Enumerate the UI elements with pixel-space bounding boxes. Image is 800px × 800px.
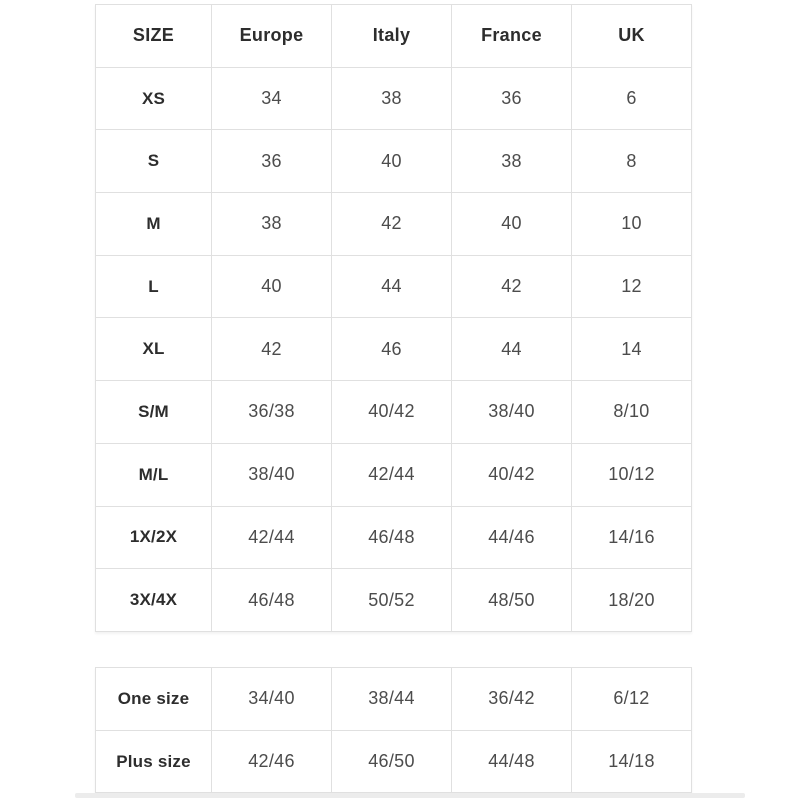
size-value: 18/20 [571,568,692,632]
one-size-plus-size-table: One size 34/40 38/44 36/42 6/12 Plus size 42/4… [95,667,692,794]
size-value: 40/42 [331,380,452,444]
column-header-europe: Europe [211,4,332,68]
size-value: 40/42 [451,442,572,507]
table-row: XL 42 46 44 14 [95,317,692,382]
size-value: 50/52 [331,568,452,632]
size-value: 14/16 [571,505,692,570]
size-value: 44 [451,317,572,382]
size-value: 38 [331,66,452,131]
size-value: 40 [451,192,572,256]
size-label: 1X/2X [95,505,212,570]
table-row: M 38 42 40 10 [95,192,692,256]
column-header-italy: Italy [331,4,452,68]
table-row: One size 34/40 38/44 36/42 6/12 [95,667,692,731]
table-row: S/M 36/38 40/42 38/40 8/10 [95,380,692,444]
header-row: SIZE Europe Italy France UK [95,4,692,68]
table-row: XS 34 38 36 6 [95,66,692,131]
size-label: M [95,192,212,256]
size-value: 8/10 [571,380,692,444]
size-value: 40 [331,129,452,194]
size-value: 36 [451,66,572,131]
size-value: 6 [571,66,692,131]
footer-divider [75,793,745,798]
table-row: M/L 38/40 42/44 40/42 10/12 [95,442,692,507]
size-value: 46/50 [331,729,452,794]
size-label: 3X/4X [95,568,212,632]
column-header-france: France [451,4,572,68]
table-row: 3X/4X 46/48 50/52 48/50 18/20 [95,568,692,632]
size-value: 38 [211,192,332,256]
size-value: 10 [571,192,692,256]
size-value: 12 [571,254,692,319]
size-value: 42/44 [211,505,332,570]
size-value: 40 [211,254,332,319]
size-value: 46/48 [211,568,332,632]
size-value: 44/46 [451,505,572,570]
size-conversion-table: SIZE Europe Italy France UK XS 34 38 36 6 S 36 40 38 8… [95,4,692,632]
size-value: 38/40 [451,380,572,444]
size-label: Plus size [95,729,212,794]
size-value: 14 [571,317,692,382]
size-value: 6/12 [571,667,692,731]
size-value: 46/48 [331,505,452,570]
size-label: M/L [95,442,212,507]
size-value: 36 [211,129,332,194]
size-value: 42 [331,192,452,256]
column-header-uk: UK [571,4,692,68]
size-value: 44 [331,254,452,319]
size-value: 42 [211,317,332,382]
table-row: 1X/2X 42/44 46/48 44/46 14/16 [95,505,692,570]
size-value: 38/40 [211,442,332,507]
table-row: S 36 40 38 8 [95,129,692,194]
size-value: 48/50 [451,568,572,632]
column-header-size: SIZE [95,4,212,68]
size-value: 38 [451,129,572,194]
table-row: L 40 44 42 12 [95,254,692,319]
size-value: 38/44 [331,667,452,731]
size-label: S [95,129,212,194]
size-value: 36/42 [451,667,572,731]
size-label: XS [95,66,212,131]
size-label: L [95,254,212,319]
size-value: 42/46 [211,729,332,794]
size-label: One size [95,667,212,731]
size-value: 8 [571,129,692,194]
table-row: Plus size 42/46 46/50 44/48 14/18 [95,729,692,794]
size-value: 44/48 [451,729,572,794]
size-value: 34 [211,66,332,131]
size-label: XL [95,317,212,382]
size-value: 36/38 [211,380,332,444]
size-value: 10/12 [571,442,692,507]
size-value: 34/40 [211,667,332,731]
size-value: 14/18 [571,729,692,794]
size-value: 46 [331,317,452,382]
size-value: 42/44 [331,442,452,507]
size-value: 42 [451,254,572,319]
size-label: S/M [95,380,212,444]
